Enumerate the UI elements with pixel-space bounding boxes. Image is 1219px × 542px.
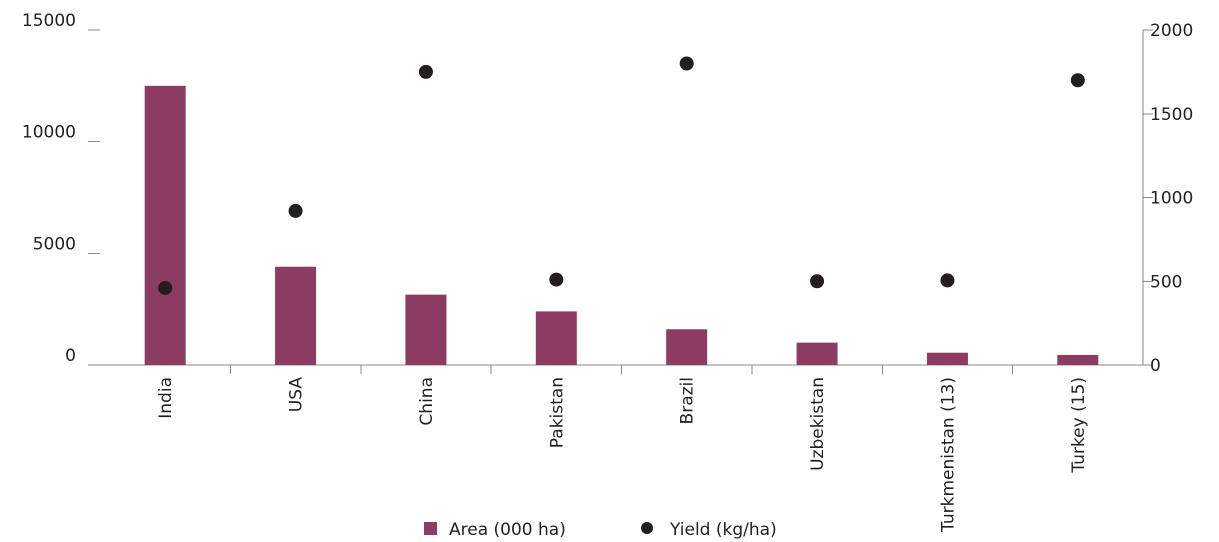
- point-yield: [679, 56, 694, 71]
- point-yield: [418, 64, 433, 79]
- bar-area: [666, 329, 708, 365]
- category-label: Brazil: [678, 377, 698, 424]
- points-layer: [158, 56, 1085, 295]
- legend-label-area: Area (000 ha): [449, 520, 566, 540]
- legend-swatch-area: [424, 522, 437, 535]
- category-label: USA: [287, 377, 307, 413]
- bar-area: [144, 85, 186, 365]
- bar-area: [1057, 354, 1099, 365]
- right-axis-tick-label: 0: [1150, 356, 1161, 376]
- left-axis-tick-label: 0: [65, 346, 76, 366]
- point-yield: [288, 203, 303, 218]
- right-axis-tick-label: 500: [1150, 272, 1182, 292]
- labels-layer: 0 5000 10000 15000 0 500 1000 1500 2000 India USA C…: [22, 11, 1193, 533]
- bar-area: [405, 294, 447, 365]
- point-yield: [810, 274, 825, 289]
- point-yield: [549, 272, 564, 287]
- left-axis-tick-label: 10000: [22, 123, 76, 143]
- bar-area: [926, 352, 968, 365]
- category-label: India: [156, 377, 176, 419]
- legend-label-yield: Yield (kg/ha): [669, 520, 777, 540]
- bars-layer: [144, 85, 1099, 365]
- bar-area: [535, 311, 577, 365]
- category-label: Turkey (15): [1069, 377, 1089, 474]
- category-label: Turkmenistan (13): [938, 377, 958, 533]
- legend-swatch-yield: [641, 522, 653, 534]
- category-label: Uzbekistan: [808, 377, 828, 471]
- category-label: China: [417, 377, 437, 426]
- category-label: Pakistan: [547, 377, 567, 448]
- right-axis-tick-label: 1000: [1150, 189, 1193, 209]
- point-yield: [158, 280, 173, 295]
- bar-area: [275, 266, 317, 365]
- point-yield: [940, 273, 955, 288]
- point-yield: [1070, 73, 1085, 88]
- left-axis-tick-label: 5000: [33, 234, 76, 254]
- right-axis-tick-label: 2000: [1150, 21, 1193, 41]
- bar-area: [796, 342, 838, 365]
- axes: [88, 29, 1153, 374]
- legend: Area (000 ha) Yield (kg/ha): [424, 520, 777, 540]
- right-axis-tick-label: 1500: [1150, 105, 1193, 125]
- left-axis-tick-label: 15000: [22, 11, 76, 31]
